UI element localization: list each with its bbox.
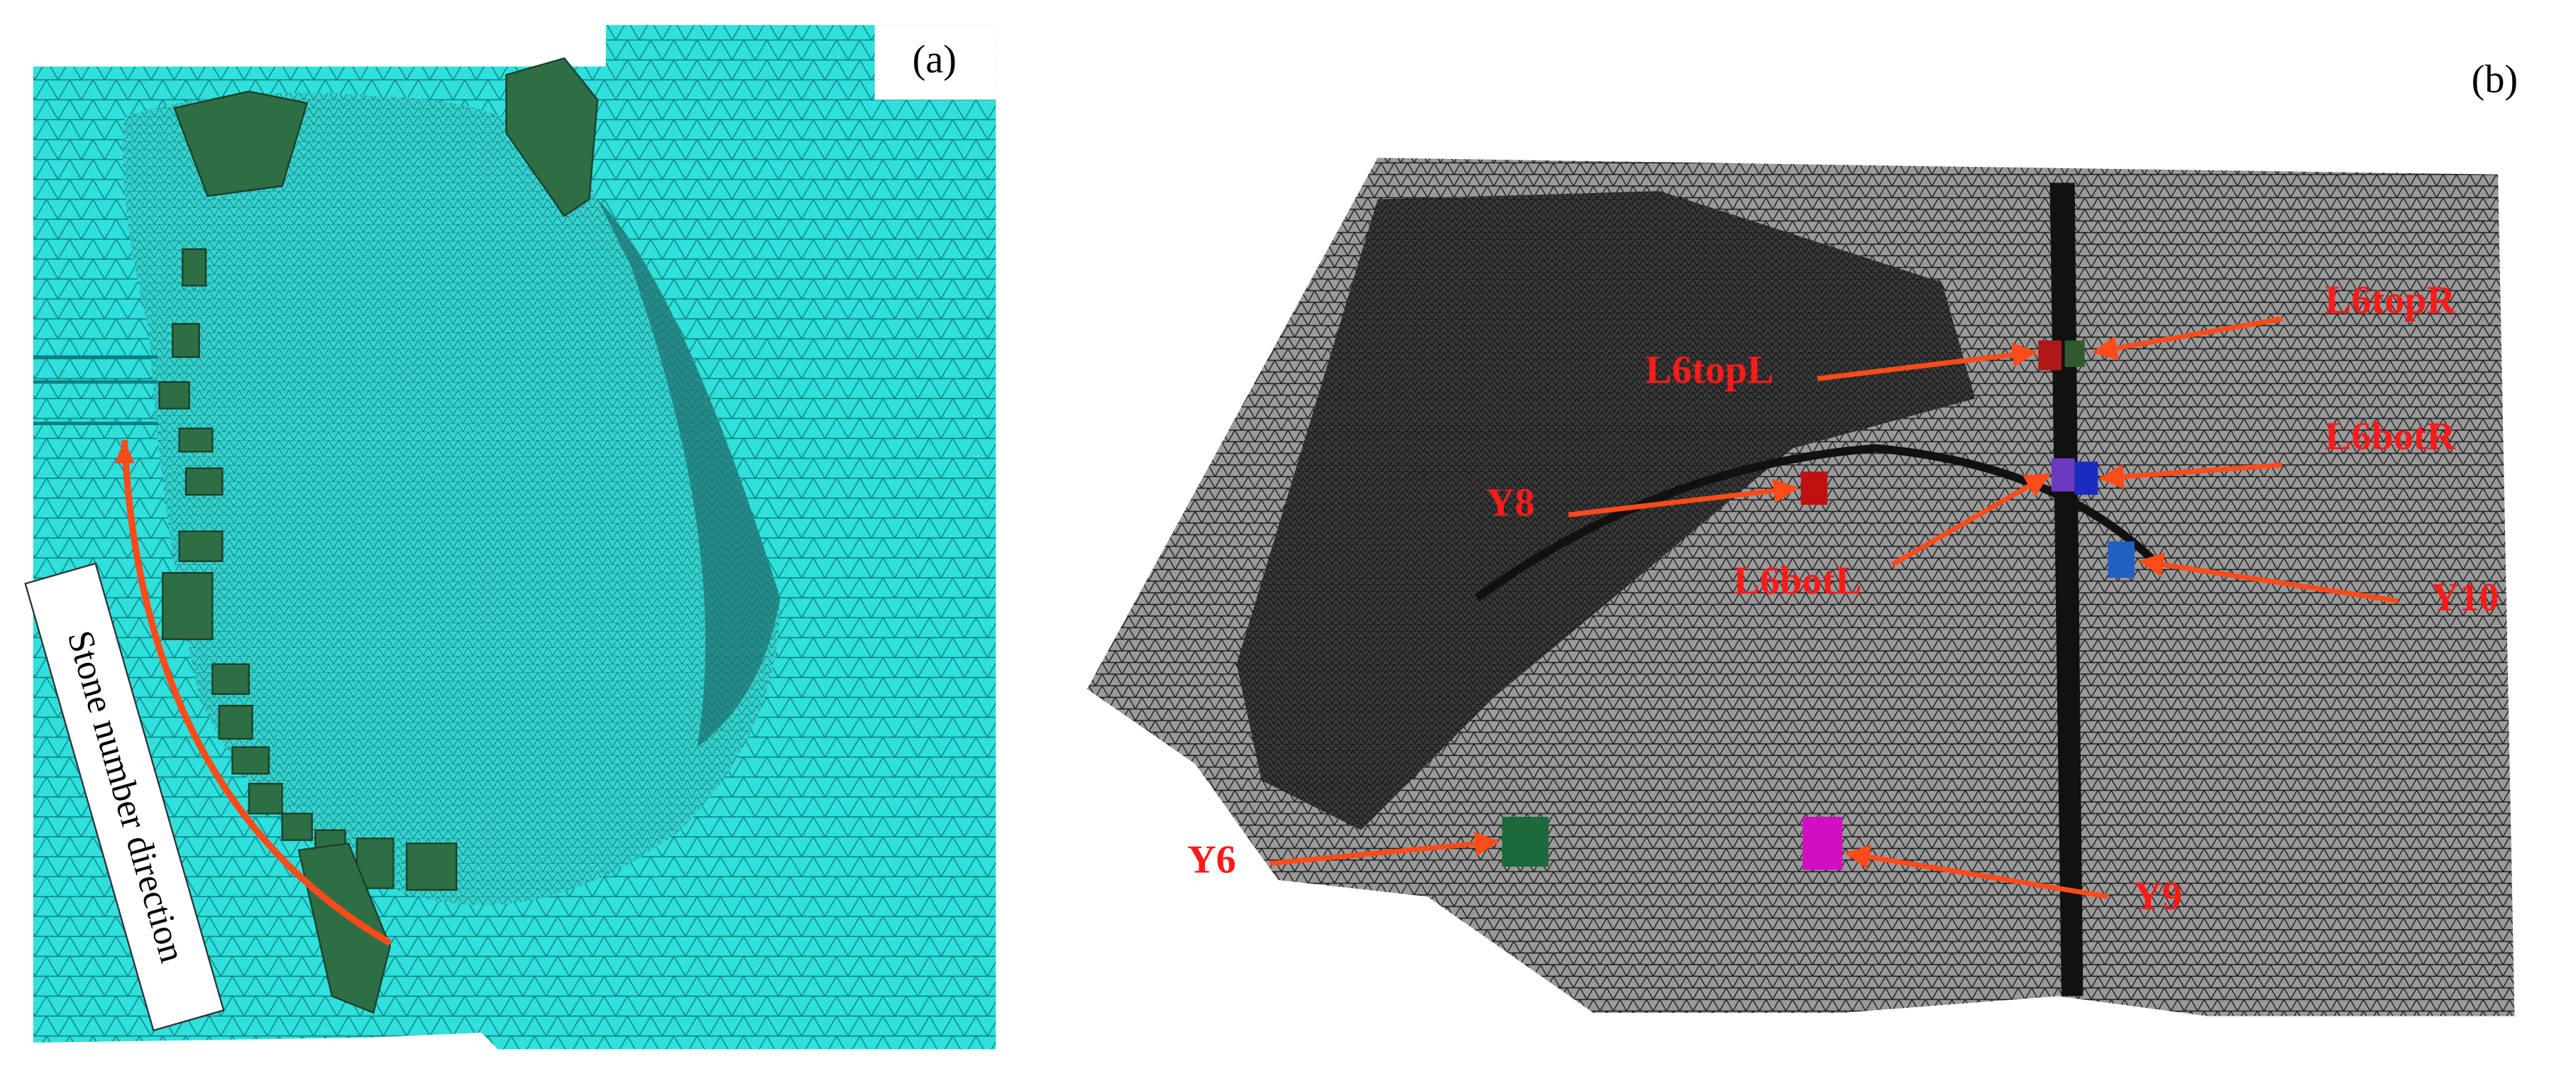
marker-label: Y9 (2133, 874, 2182, 918)
label-box (874, 25, 996, 100)
panel-b: (b) L6topL L6topR L6botR (1086, 57, 2518, 1016)
marker-label: L6topL (1646, 348, 1774, 392)
marker-label: Y10 (2431, 576, 2499, 620)
panel-label: (a) (913, 38, 957, 82)
stones (158, 57, 599, 1014)
marker-label: L6botR (2325, 414, 2456, 458)
direction-head (114, 440, 135, 463)
marker-label: Y8 (1486, 480, 1535, 524)
direction-curve (121, 439, 392, 946)
markers (1502, 340, 2135, 870)
mesh-interior (123, 92, 781, 905)
marker-label: Y6 (1187, 837, 1236, 881)
joint (2049, 182, 2084, 996)
marker-label: L6topR (2325, 278, 2456, 322)
marker-label: L6botL (1734, 559, 1862, 603)
callouts (1269, 316, 2399, 899)
cavity-shadow (598, 199, 781, 747)
stone-line (1475, 444, 2161, 601)
panel-label: (b) (2472, 57, 2518, 101)
panel-a: (a) Stone number direction (24, 25, 996, 1050)
layers (33, 355, 158, 425)
